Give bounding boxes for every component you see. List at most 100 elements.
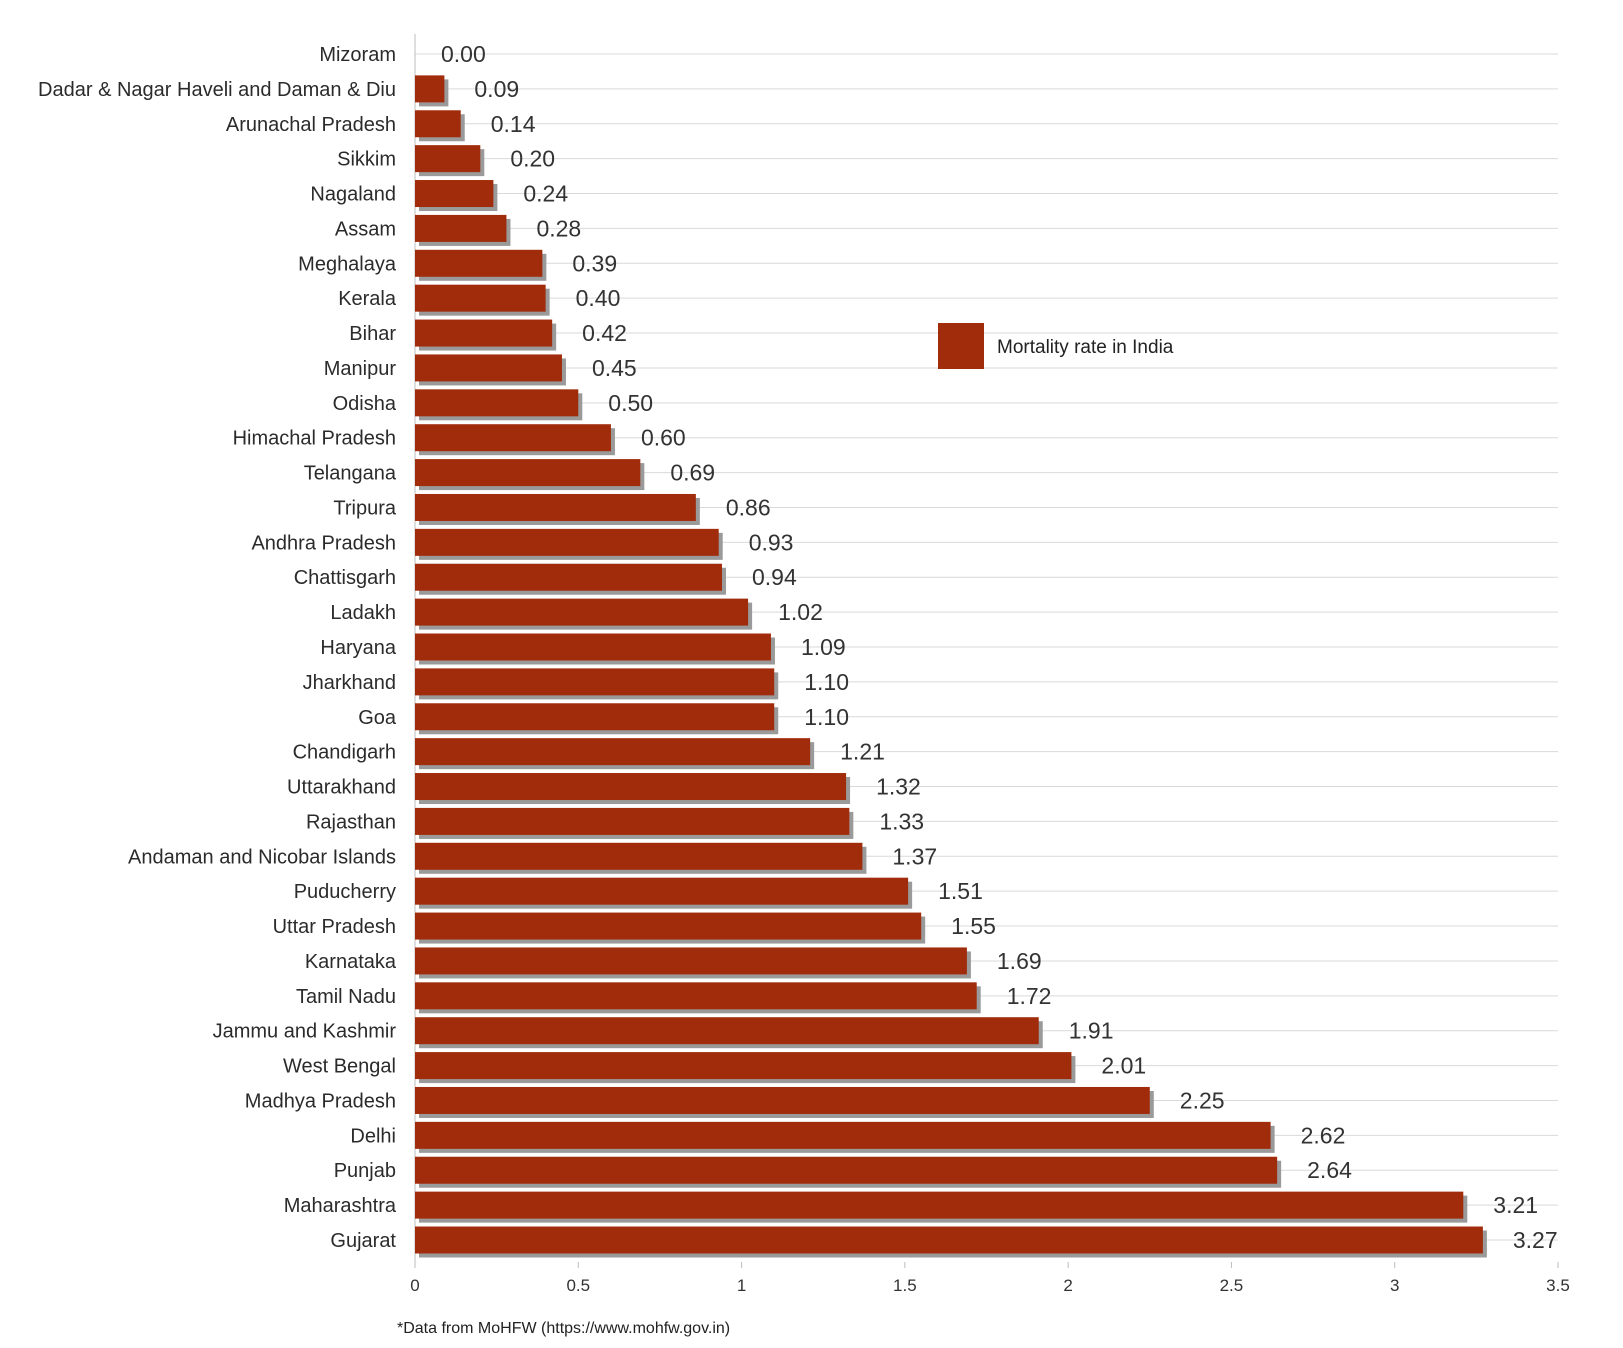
bar	[415, 1156, 1278, 1184]
category-label: Meghalaya	[298, 253, 397, 275]
bar	[415, 1052, 1072, 1080]
bar	[415, 354, 562, 382]
value-label: 3.21	[1493, 1192, 1538, 1218]
bar	[415, 807, 850, 835]
category-label: Sikkim	[337, 149, 396, 171]
x-tick-label: 3	[1390, 1276, 1399, 1295]
bar	[415, 424, 611, 452]
category-label: Dadar & Nagar Haveli and Daman & Diu	[38, 79, 396, 101]
value-label: 0.39	[572, 250, 617, 276]
value-label: 0.28	[536, 215, 581, 241]
value-label: 1.69	[997, 948, 1042, 974]
x-tick-label: 0.5	[566, 1276, 590, 1295]
value-label: 1.21	[840, 739, 885, 765]
bar	[415, 214, 507, 242]
legend-label: Mortality rate in India	[997, 337, 1174, 358]
x-tick-label: 1.5	[893, 1276, 917, 1295]
value-label: 1.91	[1069, 1018, 1114, 1044]
category-label: Puducherry	[294, 881, 396, 903]
bar	[415, 1191, 1464, 1219]
bar	[415, 703, 775, 731]
category-label: West Bengal	[283, 1056, 396, 1078]
bar	[415, 598, 749, 626]
category-labels: Mizoram Dadar & Nagar Haveli and Daman & …	[38, 44, 397, 1252]
category-label: Goa	[358, 707, 397, 729]
value-label: 0.09	[474, 76, 519, 102]
category-label: Odisha	[333, 393, 397, 415]
value-label: 0.94	[752, 564, 797, 590]
category-label: Kerala	[338, 288, 397, 310]
bar	[415, 75, 445, 103]
value-label: 3.27	[1513, 1227, 1558, 1253]
bar	[415, 912, 922, 940]
x-tick-label: 2.5	[1220, 1276, 1244, 1295]
category-label: Arunachal Pradesh	[226, 114, 396, 136]
value-label: 1.02	[778, 599, 823, 625]
bar	[415, 389, 579, 417]
bar	[415, 842, 863, 870]
bars	[415, 75, 1487, 1258]
bar	[415, 110, 461, 138]
bar	[415, 459, 641, 487]
value-label: 2.25	[1180, 1087, 1225, 1113]
bar	[415, 982, 977, 1010]
bar	[415, 145, 481, 173]
value-label: 0.40	[576, 285, 621, 311]
legend-swatch	[938, 323, 984, 369]
category-label: Himachal Pradesh	[233, 428, 396, 450]
category-label: Andaman and Nicobar Islands	[128, 846, 396, 868]
x-tick-label: 0	[410, 1276, 419, 1295]
x-axis-ticks: 0 0.5 1 1.5 2 2.5 3 3.5	[410, 1262, 1570, 1295]
x-tick-label: 1	[737, 1276, 746, 1295]
category-label: Punjab	[334, 1160, 396, 1182]
value-label: 0.45	[592, 355, 637, 381]
bar	[415, 180, 494, 208]
category-label: Madhya Pradesh	[245, 1090, 396, 1112]
value-label: 0.00	[441, 41, 486, 67]
bar	[415, 877, 909, 905]
category-label: Andhra Pradesh	[251, 532, 396, 554]
category-label: Delhi	[350, 1125, 396, 1147]
value-label: 1.10	[804, 669, 849, 695]
value-label: 0.24	[523, 181, 568, 207]
value-label: 0.60	[641, 425, 686, 451]
category-label: Assam	[335, 218, 396, 240]
value-label: 1.55	[951, 913, 996, 939]
category-label: Bihar	[349, 323, 396, 345]
category-label: Karnataka	[305, 951, 397, 973]
bar	[415, 947, 967, 975]
bar	[415, 1017, 1039, 1045]
bar	[415, 773, 847, 801]
category-label: Jharkhand	[303, 672, 396, 694]
value-label: 1.10	[804, 704, 849, 730]
bar	[415, 493, 696, 521]
bar	[415, 633, 771, 661]
value-label: 1.72	[1007, 983, 1052, 1009]
category-label: Maharashtra	[284, 1195, 397, 1217]
bar	[415, 319, 553, 347]
bar	[415, 668, 775, 696]
category-label: Mizoram	[319, 44, 396, 66]
category-label: Nagaland	[310, 184, 396, 206]
value-label: 0.69	[670, 460, 715, 486]
category-label: Haryana	[320, 637, 396, 659]
value-label: 1.51	[938, 878, 983, 904]
category-label: Tamil Nadu	[296, 986, 396, 1008]
value-label: 1.33	[879, 808, 924, 834]
value-label: 0.42	[582, 320, 627, 346]
bar	[415, 284, 546, 312]
x-tick-label: 3.5	[1546, 1276, 1570, 1295]
category-label: Chandigarh	[293, 742, 396, 764]
category-label: Ladakh	[330, 602, 396, 624]
value-label: 0.50	[608, 390, 653, 416]
value-labels: 0.00 0.09 0.14 0.20 0.24 0.28 0.39 0.40 0.42 0.45…	[441, 41, 1558, 1253]
category-label: Jammu and Kashmir	[213, 1021, 397, 1043]
bar	[415, 738, 811, 766]
value-label: 1.32	[876, 774, 921, 800]
x-tick-label: 2	[1063, 1276, 1072, 1295]
category-label: Uttarakhand	[287, 777, 396, 799]
category-label: Rajasthan	[306, 811, 396, 833]
value-label: 2.01	[1101, 1053, 1146, 1079]
bar	[415, 249, 543, 277]
